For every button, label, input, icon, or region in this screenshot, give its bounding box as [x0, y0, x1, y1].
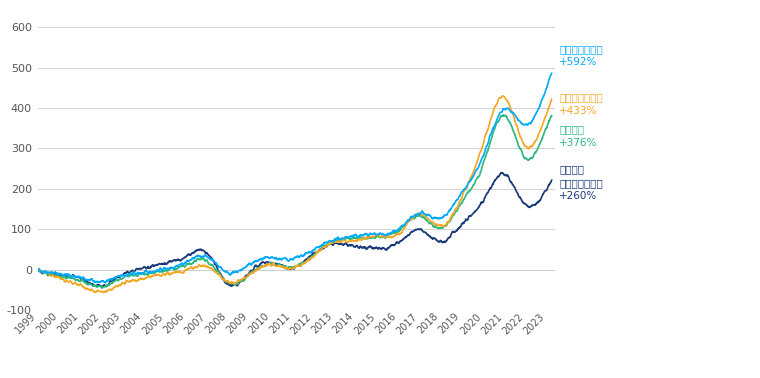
Text: 美國高品質股票
+592%: 美國高品質股票 +592% [559, 44, 603, 67]
Text: 全球股票
（含新興市場）
+260%: 全球股票 （含新興市場） +260% [559, 164, 603, 201]
Text: 美國股票
+376%: 美國股票 +376% [559, 125, 597, 148]
Text: 美國成長型股票
+433%: 美國成長型股票 +433% [559, 92, 603, 116]
